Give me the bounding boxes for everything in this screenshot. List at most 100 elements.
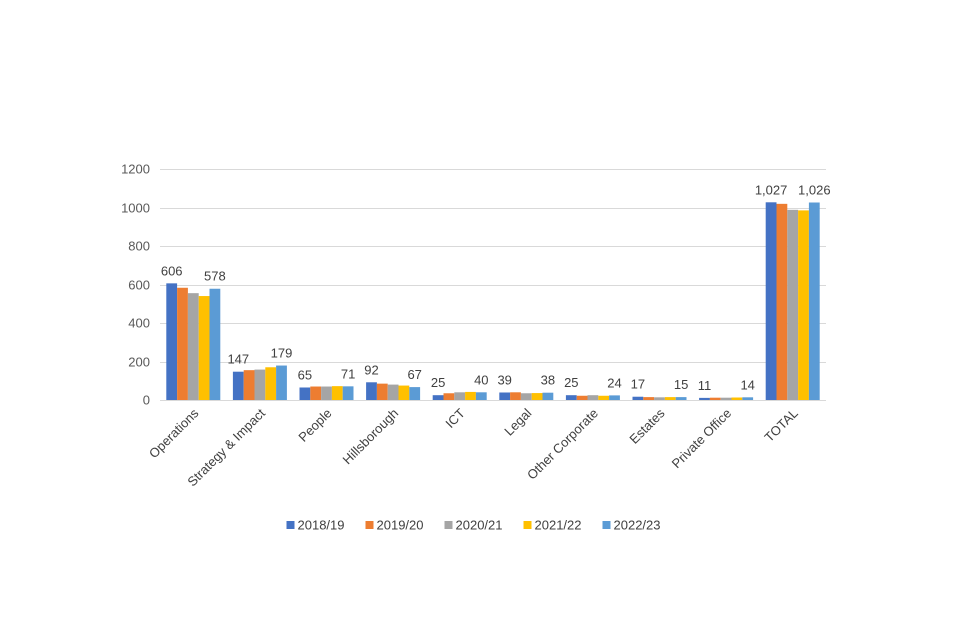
bar-2019-20-1 bbox=[243, 370, 255, 400]
bar-2021-22-8 bbox=[731, 397, 743, 400]
bar-2018-19-7 bbox=[632, 396, 644, 400]
y-tick-label: 200 bbox=[128, 355, 150, 370]
y-tick-label: 800 bbox=[128, 239, 150, 254]
bar-2021-22-0 bbox=[198, 296, 210, 400]
bar-2021-22-7 bbox=[664, 397, 676, 400]
y-tick-label: 1000 bbox=[121, 201, 150, 216]
data-label: 17 bbox=[631, 377, 645, 392]
data-label: 67 bbox=[407, 367, 421, 382]
bar-2019-20-9 bbox=[776, 203, 788, 400]
bar-2020-21-9 bbox=[787, 209, 799, 400]
data-label: 71 bbox=[341, 366, 355, 381]
bar-2020-21-0 bbox=[187, 293, 199, 400]
bar-2022-23-1 bbox=[276, 365, 287, 400]
data-label: 578 bbox=[204, 269, 226, 284]
legend-label: 2022/23 bbox=[614, 518, 661, 533]
legend-label: 2020/21 bbox=[456, 518, 503, 533]
bar-2021-22-3 bbox=[398, 385, 410, 400]
bar-2018-19-0 bbox=[166, 283, 178, 400]
bar-2019-20-2 bbox=[310, 386, 322, 400]
bar-2018-19-2 bbox=[299, 387, 311, 400]
bar-2018-19-5 bbox=[499, 392, 511, 400]
bar-2022-23-3 bbox=[409, 387, 421, 400]
data-label: 38 bbox=[541, 373, 555, 388]
bar-2018-19-3 bbox=[366, 382, 377, 400]
x-category-label: Hillsborough bbox=[340, 406, 402, 468]
x-category-label: TOTAL bbox=[761, 406, 800, 445]
bar-2021-22-4 bbox=[465, 391, 476, 400]
bar-2020-21-5 bbox=[520, 393, 532, 400]
bar-2022-23-5 bbox=[542, 392, 554, 400]
legend: 2018/19 2019/20 2020/21 2021/22 2022/23 bbox=[286, 518, 661, 533]
bar-2018-19-9 bbox=[765, 202, 777, 400]
bar-2022-23-2 bbox=[342, 386, 354, 400]
bar-2021-22-1 bbox=[265, 367, 277, 400]
bar-2021-22-5 bbox=[531, 393, 543, 400]
bar-2020-21-6 bbox=[587, 395, 599, 400]
bar-2021-22-6 bbox=[598, 395, 610, 400]
gridlines bbox=[160, 169, 826, 401]
bar-2018-19-4 bbox=[432, 395, 444, 400]
data-label: 11 bbox=[698, 378, 712, 393]
x-category-label: Operations bbox=[146, 405, 202, 461]
bar-2019-20-4 bbox=[443, 393, 455, 400]
bar-2020-21-2 bbox=[321, 386, 332, 400]
bar-2019-20-8 bbox=[709, 397, 721, 400]
bar-2018-19-1 bbox=[232, 371, 244, 400]
bar-2019-20-7 bbox=[643, 397, 655, 400]
bar-2022-23-0 bbox=[209, 288, 221, 400]
data-label: 606 bbox=[161, 263, 183, 278]
legend-swatch bbox=[523, 521, 532, 529]
data-label: 40 bbox=[474, 372, 488, 387]
data-label: 179 bbox=[271, 346, 293, 361]
data-label: 25 bbox=[564, 375, 578, 390]
x-category-label: Private Office bbox=[669, 406, 735, 472]
bar-2022-23-9 bbox=[808, 202, 820, 400]
data-label: 147 bbox=[227, 352, 249, 367]
bar-2022-23-7 bbox=[675, 397, 687, 400]
legend-swatch bbox=[602, 521, 611, 529]
bar-2020-21-8 bbox=[720, 397, 732, 400]
legend-label: 2018/19 bbox=[298, 518, 345, 533]
bar-2018-19-6 bbox=[565, 395, 577, 400]
bar-2019-20-0 bbox=[177, 287, 188, 400]
bar-2019-20-6 bbox=[576, 395, 588, 400]
data-label: 1,026 bbox=[798, 183, 831, 198]
y-tick-label: 1200 bbox=[121, 162, 150, 177]
bar-2022-23-4 bbox=[475, 392, 487, 400]
data-label: 1,027 bbox=[755, 182, 788, 197]
y-tick-label: 400 bbox=[128, 316, 150, 331]
y-tick-label: 0 bbox=[143, 393, 150, 408]
y-tick-label: 600 bbox=[128, 278, 150, 293]
y-axis-tick-labels: 0 200 400 600 800 1000 1200 bbox=[121, 162, 150, 408]
data-labels: 606 578 147 179 65 71 92 67 25 40 39 38 25 24 17 15 11 14… bbox=[161, 182, 831, 393]
legend-swatch bbox=[286, 521, 295, 529]
x-category-label: Estates bbox=[626, 405, 668, 447]
data-label: 15 bbox=[674, 377, 688, 392]
legend-swatch bbox=[444, 521, 453, 529]
bar-2021-22-9 bbox=[798, 210, 809, 400]
data-label: 25 bbox=[431, 375, 445, 390]
x-category-label: Legal bbox=[501, 405, 534, 438]
bar-2019-20-5 bbox=[510, 392, 521, 400]
bar-2020-21-1 bbox=[254, 369, 266, 400]
x-category-label: ICT bbox=[442, 405, 467, 430]
bar-2018-19-8 bbox=[699, 397, 710, 400]
bar-2019-20-3 bbox=[376, 383, 388, 400]
x-category-label: People bbox=[295, 406, 334, 445]
data-label: 14 bbox=[740, 377, 754, 392]
data-label: 92 bbox=[364, 362, 378, 377]
legend-label: 2021/22 bbox=[535, 518, 582, 533]
data-label: 39 bbox=[497, 372, 511, 387]
legend-swatch bbox=[365, 521, 374, 529]
bar-2022-23-6 bbox=[609, 395, 620, 400]
bar-2022-23-8 bbox=[742, 397, 754, 400]
bar-2021-22-2 bbox=[331, 386, 343, 400]
bars bbox=[166, 202, 820, 400]
data-label: 65 bbox=[298, 367, 312, 382]
bar-2020-21-3 bbox=[387, 384, 399, 400]
x-category-label: Other Corporate bbox=[524, 406, 601, 483]
